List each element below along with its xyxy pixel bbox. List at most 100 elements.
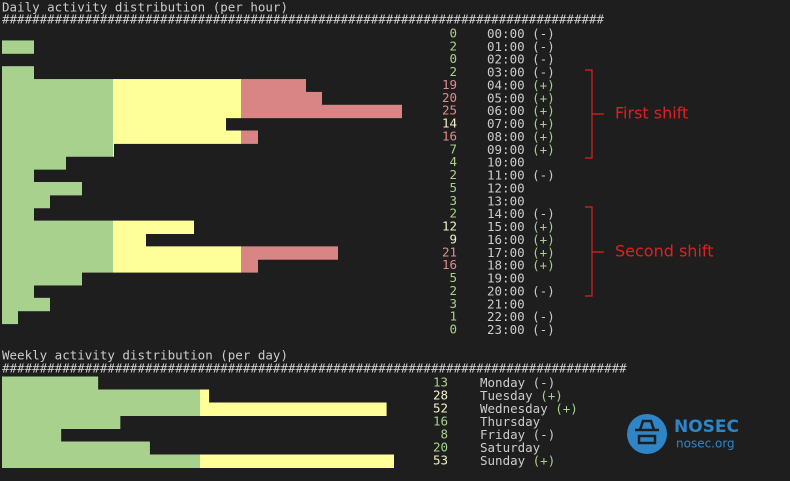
bar: [2, 169, 34, 183]
bar: [2, 233, 146, 247]
bar: [2, 389, 210, 403]
category: 14:00: [487, 206, 525, 221]
category: 11:00: [487, 167, 525, 182]
category: Sunday: [480, 453, 526, 468]
category: Friday: [480, 427, 526, 442]
category-label: 18:00 (+): [487, 257, 555, 272]
marker: (+): [532, 219, 555, 234]
bracket: [585, 69, 604, 159]
logo-site: nosec.org: [676, 437, 735, 451]
marker: (-): [532, 26, 555, 41]
bar: [2, 310, 18, 325]
bar: [2, 117, 226, 132]
category-label: 19:00: [487, 270, 525, 285]
category: 02:00: [487, 51, 525, 66]
chart-title: Daily activity distribution (per hour): [2, 0, 288, 15]
bar: [2, 143, 114, 157]
marker: (-): [532, 283, 555, 298]
logo-glyph: [635, 419, 659, 445]
category: 22:00: [487, 309, 525, 324]
chart-title: Weekly activity distribution (per day): [2, 348, 288, 363]
category: 03:00: [487, 64, 525, 79]
value-label: 3: [449, 296, 457, 311]
marker: (+): [532, 244, 555, 259]
category-label: Friday (-): [480, 427, 555, 442]
category: 18:00: [487, 257, 525, 272]
category-label: Wednesday (+): [480, 401, 578, 416]
marker: (+): [532, 90, 555, 105]
category-label: 04:00 (+): [487, 77, 555, 92]
marker: (-): [532, 167, 555, 182]
value-label: 2: [449, 206, 457, 221]
value-label: 16: [442, 128, 457, 143]
value-label: 13: [433, 375, 448, 390]
value-label: 14: [442, 116, 457, 131]
category-label: Monday (-): [480, 375, 555, 390]
bar: [2, 259, 258, 273]
bar: [2, 220, 194, 234]
bar: [2, 297, 50, 312]
marker: (+): [532, 103, 555, 118]
value-label: 21: [442, 244, 457, 259]
marker: (+): [532, 257, 555, 272]
category: 15:00: [487, 219, 525, 234]
category: 04:00: [487, 77, 525, 92]
value-label: 1: [449, 309, 457, 324]
marker: (+): [540, 388, 563, 403]
logo-name: NOSEC: [674, 417, 739, 437]
bar: [2, 376, 99, 390]
category-label: 02:00 (-): [487, 51, 555, 66]
category-label: 16:00 (+): [487, 231, 555, 246]
bar: [2, 40, 34, 54]
separator: ########################################…: [2, 12, 605, 27]
value-label: 20: [433, 440, 448, 455]
value-label: 16: [442, 257, 457, 272]
value-label: 53: [433, 453, 448, 468]
bar: [2, 402, 387, 416]
bar: [2, 272, 82, 286]
marker: (-): [533, 427, 556, 442]
category: Saturday: [480, 440, 541, 455]
category: 13:00: [487, 193, 525, 208]
value-label: 19: [442, 77, 457, 92]
marker: (-): [532, 309, 555, 324]
value-label: 9: [449, 231, 457, 246]
value-label: 5: [449, 270, 457, 285]
category-label: 10:00: [487, 154, 525, 169]
category-label: 17:00 (+): [487, 244, 555, 259]
value-label: 0: [449, 26, 457, 41]
bracket: [585, 206, 604, 297]
separator: ########################################…: [2, 361, 627, 376]
category-label: 12:00: [487, 180, 525, 195]
bar: [2, 415, 121, 429]
value-label: 0: [449, 322, 457, 337]
category-label: 03:00 (-): [487, 64, 555, 79]
value-label: 2: [449, 167, 457, 182]
category: 09:00: [487, 141, 525, 156]
category: Monday: [480, 375, 526, 390]
value-label: 2: [449, 38, 457, 53]
bar: [2, 91, 322, 106]
category: 07:00: [487, 116, 525, 131]
marker: (+): [532, 116, 555, 131]
category: Thursday: [480, 414, 541, 429]
category-label: 09:00 (+): [487, 141, 555, 156]
marker: (+): [533, 453, 556, 468]
category-label: 08:00 (+): [487, 128, 555, 143]
category: 21:00: [487, 296, 525, 311]
category-label: 23:00 (-): [487, 322, 555, 337]
category-label: 06:00 (+): [487, 103, 555, 118]
category-label: 13:00: [487, 193, 525, 208]
bar: [2, 207, 34, 222]
bar: [2, 284, 34, 299]
bar: [2, 428, 62, 442]
marker: (-): [532, 206, 555, 221]
value-label: 2: [449, 64, 457, 79]
value-label: 5: [449, 180, 457, 195]
bar: [2, 79, 306, 93]
marker: (+): [555, 401, 578, 416]
marker: (-): [532, 64, 555, 79]
category-label: 01:00 (-): [487, 38, 555, 53]
marker: (+): [532, 128, 555, 143]
